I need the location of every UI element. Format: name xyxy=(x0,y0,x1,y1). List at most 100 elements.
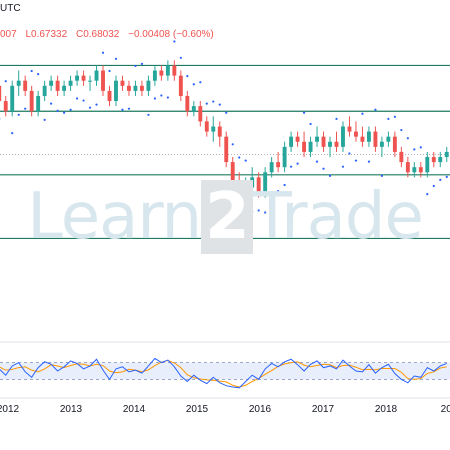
x-tick-label: 2013 xyxy=(60,404,83,415)
sar-dot xyxy=(205,102,208,105)
sar-dot xyxy=(380,174,383,177)
sar-dot xyxy=(231,143,234,146)
sar-dot xyxy=(11,132,14,135)
candle-body xyxy=(224,136,229,163)
sar-dot xyxy=(354,159,358,162)
candle-body xyxy=(347,126,352,132)
sar-dot xyxy=(101,51,105,54)
candle-body xyxy=(399,151,404,163)
sar-dot xyxy=(192,83,195,86)
candle-body xyxy=(120,80,125,86)
candle-body xyxy=(328,141,332,147)
timezone-label: UTC xyxy=(0,3,21,14)
sar-dot xyxy=(225,111,228,114)
candle-body xyxy=(139,85,144,91)
sar-dot xyxy=(17,113,20,116)
sar-dot xyxy=(367,160,371,163)
candle-body xyxy=(159,70,164,76)
candle-body xyxy=(360,136,365,142)
sar-dot xyxy=(257,209,260,212)
ohlc-open: 007 xyxy=(0,29,17,40)
sar-dot xyxy=(445,175,448,178)
candle-body xyxy=(250,177,255,188)
candle-body xyxy=(302,141,307,152)
sar-dot xyxy=(50,102,53,105)
sar-dot xyxy=(24,107,27,110)
sar-dot xyxy=(374,108,377,111)
candle-body xyxy=(386,136,391,142)
candle-body xyxy=(431,157,436,163)
sar-dot xyxy=(63,111,66,114)
sar-dot xyxy=(244,159,247,162)
sar-dot xyxy=(290,165,293,168)
candle-body xyxy=(354,131,358,137)
candle-body xyxy=(373,131,378,147)
x-tick-label: 2014 xyxy=(123,404,146,415)
sar-dot xyxy=(114,57,118,60)
candle-body xyxy=(289,136,294,147)
ohlc-change: −0.00408 (−0.60%) xyxy=(128,29,214,40)
candle-body xyxy=(42,85,47,96)
candle-body xyxy=(425,157,430,173)
candle-body xyxy=(217,126,222,137)
sar-dot xyxy=(127,107,131,110)
candle-body xyxy=(237,182,242,198)
ohlc-legend: 007 L0.67332 C0.68032 −0.00408 (−0.60%) xyxy=(0,29,220,40)
sar-dot xyxy=(439,178,442,182)
candle-body xyxy=(412,167,417,173)
sar-dot xyxy=(212,100,215,103)
candle-body xyxy=(23,80,28,91)
x-tick-label: 2016 xyxy=(249,404,272,415)
candle-body xyxy=(444,151,449,158)
candle-body xyxy=(94,70,99,81)
candle-body xyxy=(29,90,34,112)
sar-dot xyxy=(121,108,124,111)
ohlc-close: C0.68032 xyxy=(75,29,120,40)
rsi-band xyxy=(0,362,450,380)
sar-dot xyxy=(134,64,137,68)
candle-body xyxy=(88,80,92,82)
candle-body xyxy=(62,85,67,91)
candle-body xyxy=(127,85,131,91)
candle-body xyxy=(418,167,423,173)
candle-body xyxy=(178,75,183,96)
sar-dot xyxy=(413,148,416,151)
sar-dot xyxy=(82,99,85,102)
candle-body xyxy=(152,70,157,81)
candle-body xyxy=(211,126,216,132)
sar-dot xyxy=(270,193,273,196)
candle-body xyxy=(16,80,21,86)
x-tick-label: 2012 xyxy=(0,404,20,415)
sar-dot xyxy=(393,115,396,118)
sar-dot xyxy=(4,80,7,83)
sar-dot xyxy=(400,128,403,132)
sar-dot xyxy=(147,113,150,116)
candle-body xyxy=(366,131,371,142)
sar-dot xyxy=(179,56,182,59)
x-tick-label: 2018 xyxy=(375,404,398,415)
sar-dot xyxy=(153,97,156,100)
candle-body xyxy=(282,146,287,168)
candle-body xyxy=(276,162,281,168)
sar-dot xyxy=(296,162,299,165)
sar-dot xyxy=(95,103,98,106)
candle-body xyxy=(269,162,274,173)
x-tick-label: 201 xyxy=(441,404,450,415)
sar-dot xyxy=(75,97,79,100)
candle-body xyxy=(204,121,209,132)
candle-body xyxy=(0,85,2,102)
candle-body xyxy=(133,85,138,91)
timezone-text: UTC xyxy=(0,3,21,14)
candle-body xyxy=(101,70,105,91)
candle-body xyxy=(55,80,60,91)
sar-dot xyxy=(328,174,332,177)
sar-dot xyxy=(140,62,144,66)
candle-body xyxy=(334,141,339,147)
candle-body xyxy=(405,162,410,173)
candle-body xyxy=(263,172,268,193)
candle-body xyxy=(315,136,319,142)
sar-dot xyxy=(361,112,364,115)
candle-body xyxy=(107,90,112,102)
